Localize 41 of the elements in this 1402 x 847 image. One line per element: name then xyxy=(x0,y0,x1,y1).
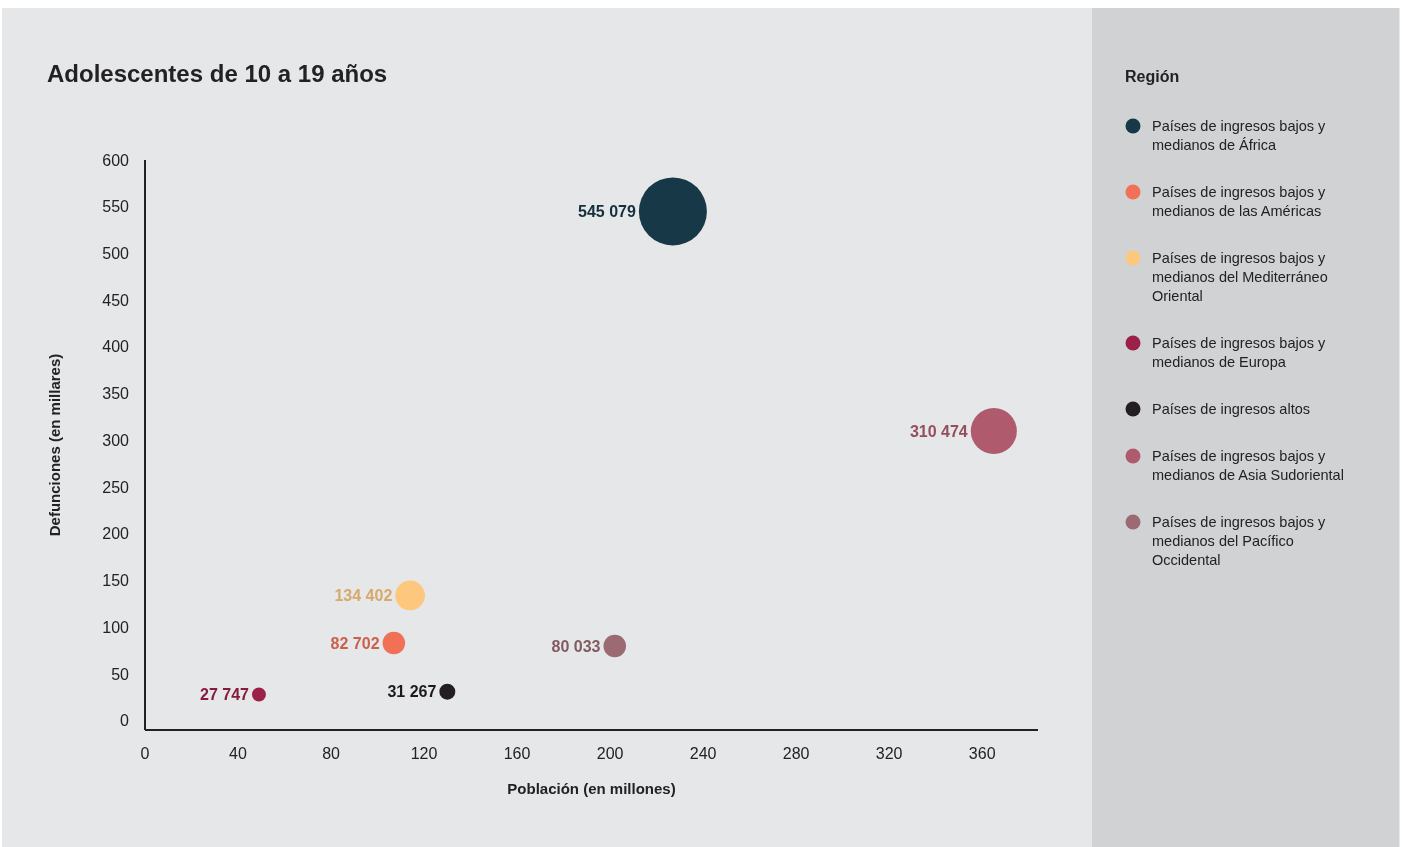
x-tick-label: 160 xyxy=(503,745,531,762)
legend-label: Países de ingresos bajos y medianos de África xyxy=(1152,118,1327,154)
annotation: 31 267 xyxy=(387,683,437,701)
y-tick-label: 150 xyxy=(102,572,130,590)
y-axis-title: Defunciones (en millares) xyxy=(46,353,63,537)
y-tick-label: 50 xyxy=(111,665,130,683)
annotation: 27 747 xyxy=(200,686,250,704)
annotation: 310 474 xyxy=(909,422,968,440)
legend-label: Países de ingresos bajos y medianos del Pacífico Occidental xyxy=(1152,514,1327,569)
annotation: 82 702 xyxy=(330,634,380,652)
x-tick-label: 360 xyxy=(968,745,996,762)
legend-title: Región xyxy=(1125,68,1180,85)
chart-title: Adolescentes de 10 a 19 años xyxy=(47,60,388,87)
y-tick-label: 300 xyxy=(102,431,130,449)
annotation: 134 402 xyxy=(334,587,393,605)
y-tick-label: 600 xyxy=(102,151,130,169)
x-tick-label: 240 xyxy=(689,745,717,762)
y-tick-label: 450 xyxy=(102,291,130,309)
legend-label: Países de ingresos bajos y medianos de Europa xyxy=(1152,335,1327,371)
x-tick-label: 280 xyxy=(782,745,810,762)
y-tick-label: 0 xyxy=(120,712,130,730)
x-tick-label: 0 xyxy=(140,745,150,762)
y-tick-label: 350 xyxy=(102,385,130,403)
x-tick-label: 200 xyxy=(596,745,624,762)
annotation: 545 079 xyxy=(578,202,636,220)
y-tick-label: 100 xyxy=(102,618,130,636)
annotation: 80 033 xyxy=(551,637,601,655)
y-tick-label: 250 xyxy=(102,478,130,496)
y-tick-label: 200 xyxy=(102,525,130,543)
y-tick-label: 550 xyxy=(102,198,130,216)
y-tick-label: 400 xyxy=(102,338,130,356)
x-tick-label: 80 xyxy=(322,745,341,762)
legend-label: Países de ingresos bajos y medianos del Mediterráneo Oriental xyxy=(1152,250,1328,305)
legend-label: Países de ingresos altos xyxy=(1152,401,1310,418)
x-tick-label: 120 xyxy=(410,745,438,762)
y-tick-label: 500 xyxy=(102,245,130,263)
x-axis-title: Población (en millones) xyxy=(507,780,676,797)
x-tick-label: 40 xyxy=(229,745,248,762)
legend-label: Países de ingresos bajos y medianos de las Américas xyxy=(1152,184,1327,220)
x-tick-label: 320 xyxy=(875,745,903,762)
legend-label: Países de ingresos bajos y medianos de Asia Sudoriental xyxy=(1152,448,1344,484)
